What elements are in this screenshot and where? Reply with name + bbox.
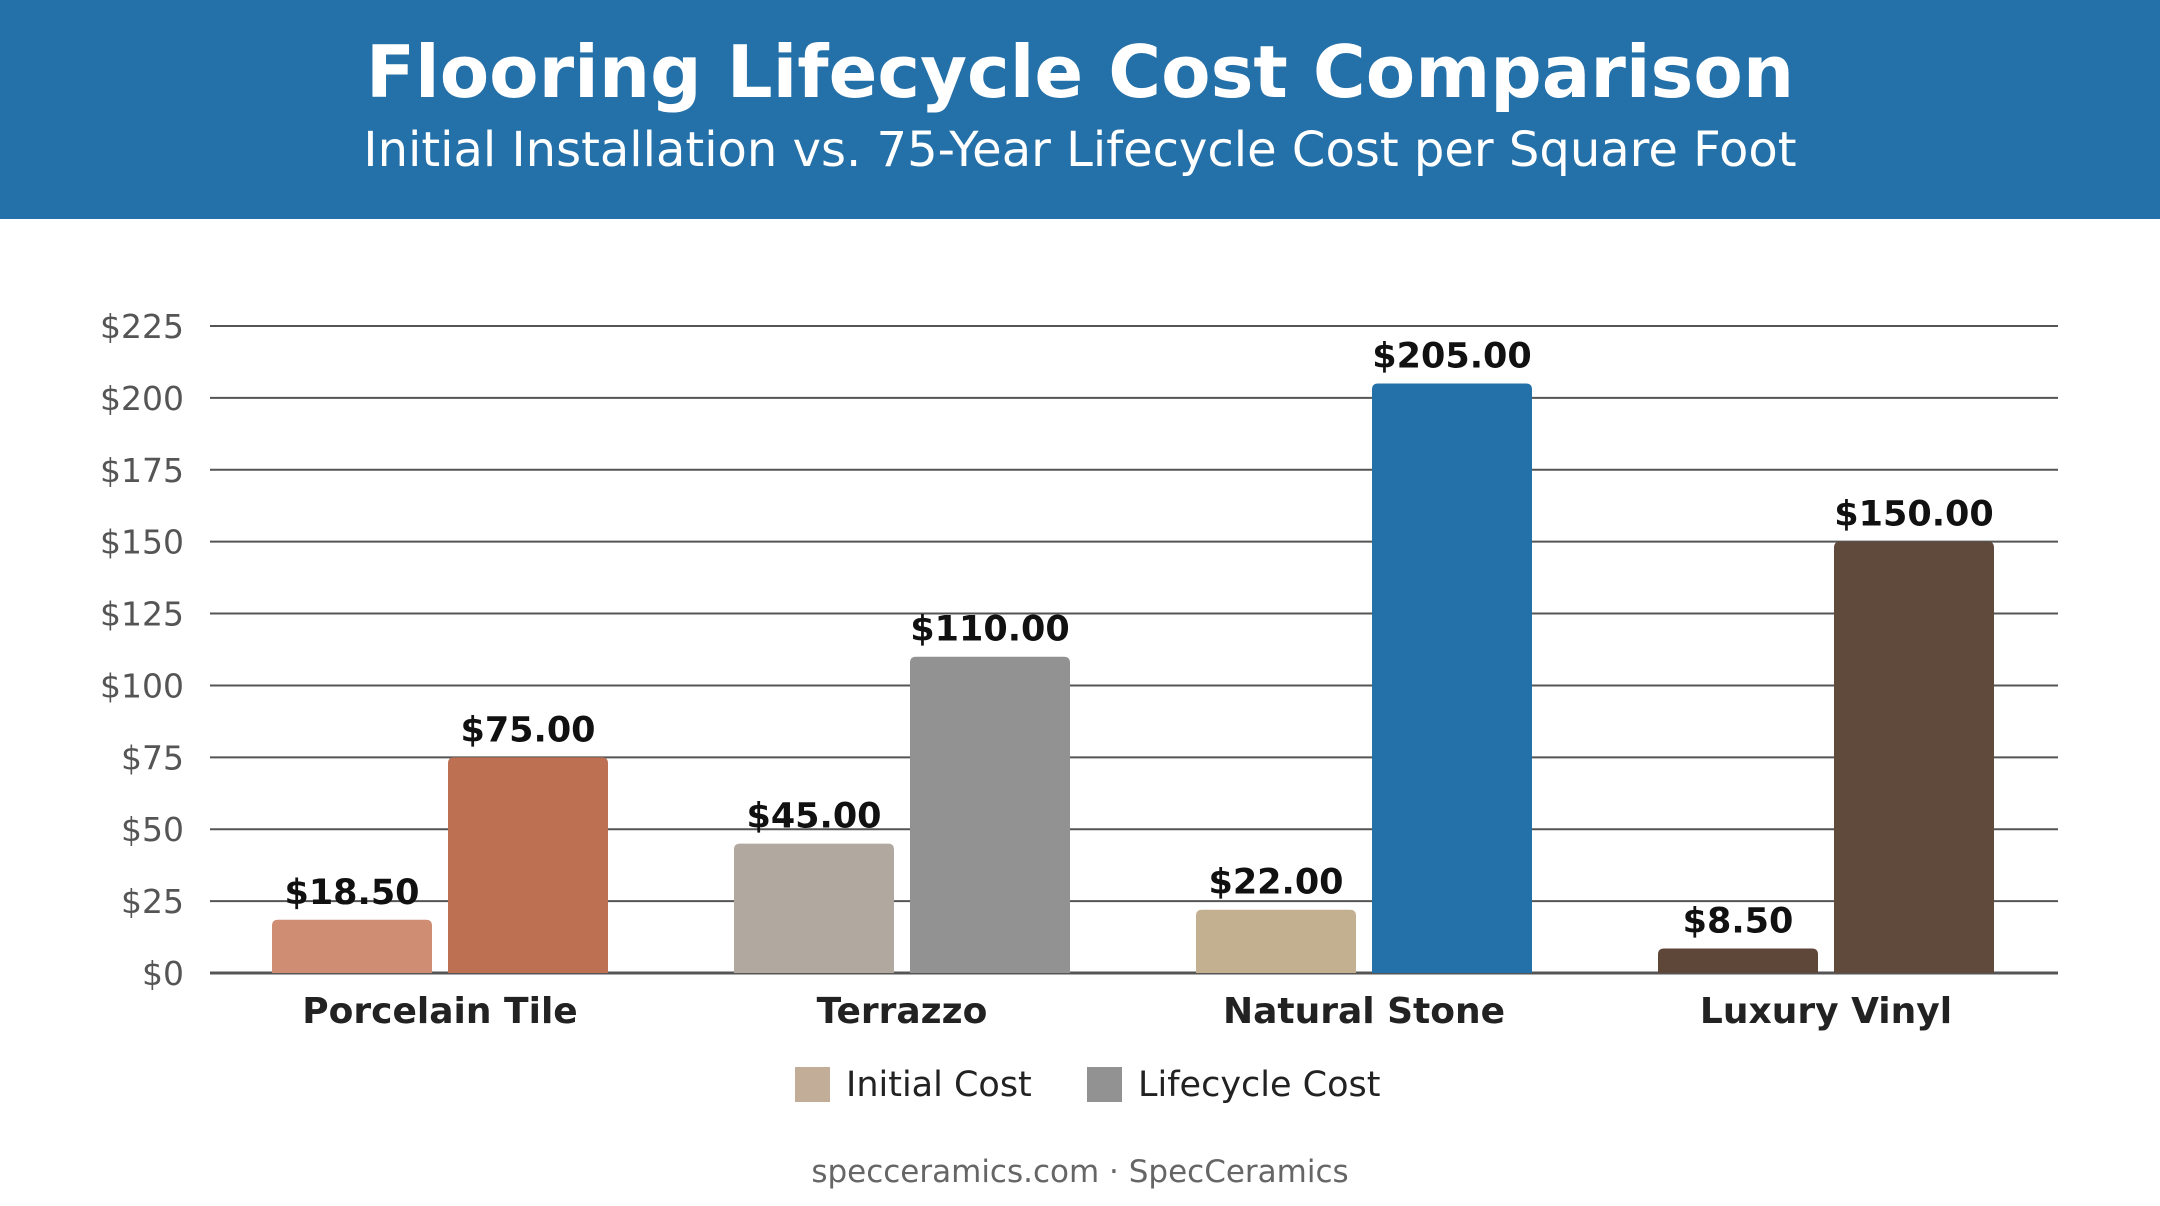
y-tick-label: $75 [121, 738, 184, 777]
data-label: $18.50 [284, 873, 419, 913]
x-tick-label: Luxury Vinyl [1700, 991, 1952, 1032]
initial-cost-bar-natural-stone [1196, 909, 1356, 973]
legend-label: Lifecycle Cost [1138, 1065, 1380, 1105]
initial-cost-bar-luxury-vinyl [1658, 948, 1818, 973]
data-labels: $18.50 $75.00 $45.00 $110.00 $22.00 $205.00 $8… [284, 337, 1993, 942]
x-axis-ticks: Porcelain Tile Terrazzo Natural Stone Luxur… [302, 991, 1952, 1032]
bars [272, 383, 1994, 973]
data-label: $75.00 [460, 710, 595, 750]
lifecycle-cost-bar-porcelain-tile [448, 757, 608, 973]
legend-swatch [795, 1067, 830, 1102]
y-axis-ticks: $0 $25 $50 $75 $100 $125 $150 $175 $200 $225 [100, 307, 184, 993]
y-tick-label: $200 [100, 379, 184, 418]
chart-subtitle: Initial Installation vs. 75-Year Lifecyc… [363, 122, 1797, 178]
data-label: $110.00 [910, 610, 1069, 650]
data-label: $205.00 [1372, 337, 1531, 377]
lifecycle-cost-bar-terrazzo [910, 656, 1070, 973]
legend-swatch [1087, 1067, 1122, 1102]
data-label: $45.00 [746, 797, 881, 837]
y-tick-label: $100 [100, 666, 184, 705]
footer-source: specceramics.com · SpecCeramics [811, 1154, 1349, 1190]
y-tick-label: $175 [100, 451, 184, 490]
y-tick-label: $150 [100, 523, 184, 562]
x-tick-label: Terrazzo [817, 991, 988, 1032]
legend-label: Initial Cost [846, 1065, 1032, 1105]
data-label: $8.50 [1683, 902, 1794, 942]
lifecycle-cost-bar-luxury-vinyl [1834, 541, 1994, 973]
chart-title: Flooring Lifecycle Cost Comparison [365, 30, 1795, 114]
initial-cost-bar-terrazzo [734, 843, 894, 973]
initial-cost-bar-porcelain-tile [272, 919, 432, 973]
y-tick-label: $50 [121, 810, 184, 849]
y-tick-label: $225 [100, 307, 184, 346]
x-tick-label: Natural Stone [1223, 991, 1505, 1032]
legend: Initial Cost Lifecycle Cost [795, 1065, 1380, 1105]
x-tick-label: Porcelain Tile [302, 991, 577, 1032]
data-label: $150.00 [1834, 495, 1993, 535]
y-tick-label: $25 [121, 882, 184, 921]
y-tick-label: $0 [142, 954, 184, 993]
bar-chart: $0 $25 $50 $75 $100 $125 $150 $175 $200 $225 $18.… [100, 307, 2058, 1105]
data-label: $22.00 [1208, 863, 1343, 903]
y-tick-label: $125 [100, 595, 184, 634]
lifecycle-cost-bar-natural-stone [1372, 383, 1532, 973]
chart-header: Flooring Lifecycle Cost Comparison Initi… [0, 0, 2160, 219]
